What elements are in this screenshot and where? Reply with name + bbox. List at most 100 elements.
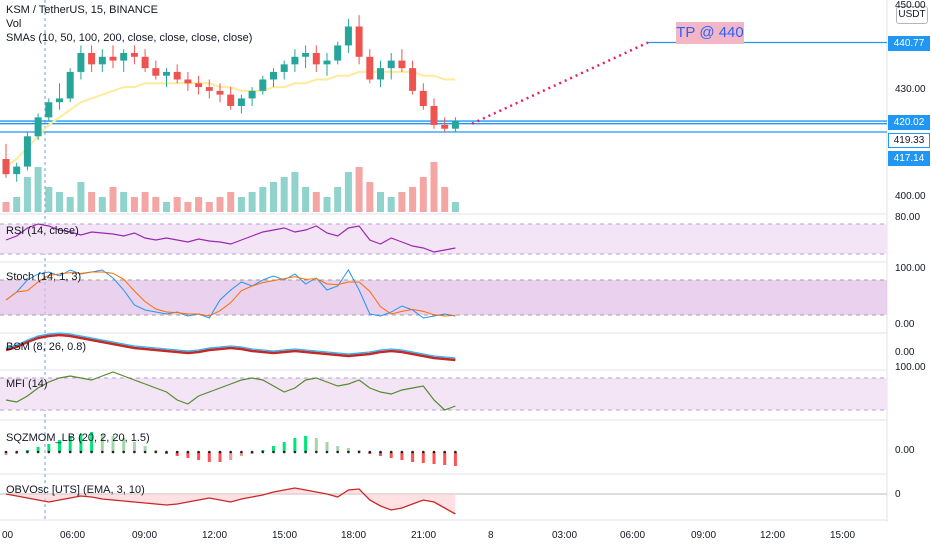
- volume-bar: [173, 197, 181, 212]
- sqzmom-bar: [453, 452, 457, 466]
- volume-bar: [430, 162, 438, 212]
- sqzmom-bar: [229, 452, 233, 460]
- sqzmom-dot: [347, 450, 350, 454]
- candle-body: [152, 68, 160, 76]
- candle-body: [259, 79, 267, 91]
- tp-annotation[interactable]: TP @ 440: [676, 22, 744, 44]
- sqzmom-bar: [314, 438, 318, 452]
- rsi-band: [0, 224, 887, 254]
- candle-body: [366, 56, 374, 80]
- candle-body: [77, 53, 85, 72]
- sqzmom-bar: [36, 447, 40, 452]
- sqzmom-dot: [240, 450, 243, 454]
- volume-bar: [152, 197, 160, 212]
- sqzmom-dot: [133, 450, 136, 454]
- price-tick: 430.00: [895, 84, 926, 95]
- candle-body: [334, 45, 342, 61]
- candle-body: [312, 53, 320, 65]
- sqzmom-dot: [325, 450, 329, 454]
- candle-body: [56, 98, 63, 103]
- volume-bar: [280, 177, 288, 212]
- volume-bar: [259, 187, 267, 212]
- sqzmom-bar: [175, 452, 179, 456]
- candle-body: [270, 71, 277, 80]
- time-tick: 00: [2, 530, 14, 541]
- bsm-axis: 0.00: [895, 347, 915, 358]
- candle-body: [344, 26, 352, 46]
- volume-bar: [88, 192, 96, 212]
- candle-body: [88, 53, 96, 65]
- sqzmom-dot: [315, 450, 318, 454]
- stoch-label: Stoch (14, 1, 3): [6, 271, 82, 283]
- volume-bar: [23, 177, 31, 212]
- sqzmom-dot: [282, 450, 286, 454]
- bsm-signal-line: [5, 332, 456, 359]
- candle-body: [216, 90, 224, 95]
- sqzmom-dot: [272, 450, 275, 454]
- candle-body: [130, 53, 138, 57]
- candle-body: [419, 90, 427, 106]
- volume-bar: [270, 182, 277, 212]
- time-tick: 21:00: [411, 530, 437, 541]
- candle-body: [280, 64, 288, 72]
- sqzmom-dot: [454, 450, 457, 454]
- candle-body: [23, 136, 31, 167]
- sqzmom-bar: [432, 452, 436, 464]
- stoch-axis-top: 100.00: [895, 263, 926, 274]
- sqzmom-dot: [293, 450, 297, 454]
- sqzmom-dot: [197, 450, 200, 454]
- volume-bar: [451, 202, 459, 212]
- rsi-label: RSI (14, close): [6, 225, 79, 237]
- volume-bar: [45, 187, 53, 212]
- volume-bar: [344, 172, 352, 212]
- candle-body: [141, 56, 149, 69]
- sma-label: SMAs (10, 50, 100, 200, close, close, cl…: [6, 32, 253, 44]
- volume-bar: [195, 197, 203, 212]
- candle-body: [2, 159, 10, 175]
- candle-body: [184, 79, 192, 84]
- sqzmom-bar: [79, 434, 83, 452]
- sqzmom-dot: [90, 450, 93, 454]
- sqzmom-dot: [111, 450, 115, 454]
- sqzmom-bar: [336, 446, 340, 452]
- sqzmom-dot: [175, 450, 179, 454]
- volume-bar: [120, 192, 128, 212]
- time-tick: 09:00: [691, 530, 717, 541]
- sqzmom-bar: [132, 442, 136, 452]
- rsi-axis: 80.00: [895, 212, 921, 223]
- volume-bar: [56, 192, 63, 212]
- currency-button[interactable]: USDT: [896, 6, 928, 24]
- sqzmom-dot: [165, 450, 168, 454]
- sqzmom-bar: [111, 436, 115, 452]
- candle-body: [45, 102, 53, 118]
- sqzmom-bar: [400, 452, 404, 460]
- time-tick: 15:00: [272, 530, 298, 541]
- bsm-line: [5, 333, 456, 362]
- candle-body: [120, 53, 128, 61]
- price-tag-level-2: 417.14: [888, 151, 930, 166]
- sqzmom-dot: [304, 450, 307, 454]
- sqzmom-dot: [218, 450, 222, 454]
- sqzmom-dot: [15, 450, 18, 454]
- sqzmom-bar: [143, 446, 147, 452]
- stoch-band: [0, 280, 887, 315]
- volume-bar: [66, 197, 74, 212]
- sqzmom-dot: [143, 450, 147, 454]
- mfi-band: [0, 378, 887, 410]
- volume-bar: [77, 182, 85, 212]
- sqzmom-bar: [90, 432, 94, 452]
- volume-bar: [248, 192, 256, 212]
- sqzmom-dot: [58, 450, 61, 454]
- time-tick: 03:00: [552, 530, 578, 541]
- sqzmom-axis: 0.00: [895, 445, 915, 456]
- sqzmom-bar: [47, 444, 51, 452]
- stoch-k-line: [5, 269, 456, 319]
- bsm-label: BSM (8, 26, 0.8): [6, 341, 87, 353]
- sqzmom-dot: [400, 450, 404, 454]
- mfi-axis: 100.00: [895, 362, 926, 373]
- sqzmom-bar: [346, 448, 350, 452]
- sqzmom-bar: [218, 452, 222, 462]
- sqzmom-dot: [411, 450, 414, 454]
- time-tick: 06:00: [620, 530, 646, 541]
